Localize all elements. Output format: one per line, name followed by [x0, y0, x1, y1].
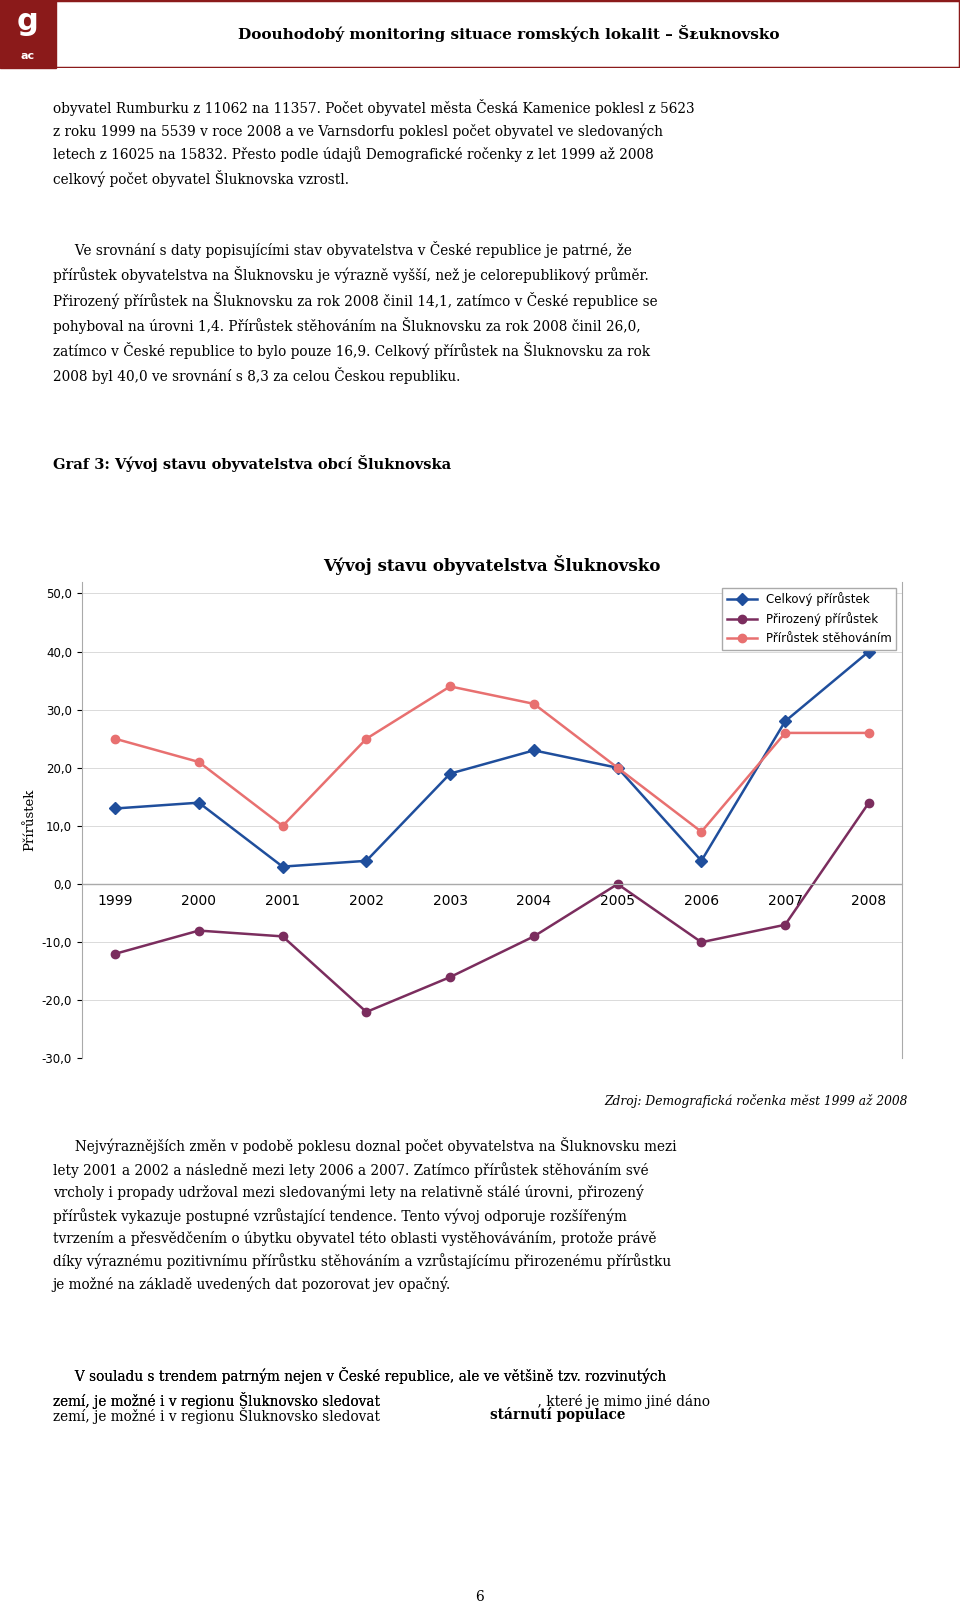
Přirozený přírůstek [109, 944, 121, 963]
Přirozený přírůstek [361, 1002, 372, 1021]
Celkový přírůstek [109, 798, 121, 818]
Celkový přírůstek [528, 740, 540, 760]
Text: Nejvýraznějších změn v podobě poklesu doznal počet obyvatelstva na Šluknovsku me: Nejvýraznějších změn v podobě poklesu do… [53, 1138, 677, 1291]
Celkový přírůstek [863, 642, 875, 661]
Přirozený přírůstek [696, 932, 708, 952]
Přirozený přírůstek [444, 968, 456, 987]
Celkový přírůstek [780, 711, 791, 730]
Legend: Celkový přírůstek, Přirozený přírůstek, Přírůstek stěhováním: Celkový přírůstek, Přirozený přírůstek, … [722, 588, 897, 650]
Title: Vývoj stavu obyvatelstva Šluknovsko: Vývoj stavu obyvatelstva Šluknovsko [324, 554, 660, 575]
Text: obyvatel Rumburku z 11062 na 11357. Počet obyvatel města Česká Kamenice poklesl : obyvatel Rumburku z 11062 na 11357. Poče… [53, 99, 694, 187]
Text: 6: 6 [475, 1590, 485, 1603]
Text: Ve srovnání s daty popisujícími stav obyvatelstva v České republice je patrné, ž: Ve srovnání s daty popisujícími stav oby… [53, 241, 658, 385]
Přirozený přírůstek [863, 793, 875, 813]
Přirozený přírůstek [612, 874, 623, 894]
Text: stárnutí populace: stárnutí populace [490, 1408, 625, 1422]
Celkový přírůstek [193, 793, 204, 813]
Text: zemí, je možné i v regionu Šluknovsko sledovat: zemí, je možné i v regionu Šluknovsko sl… [53, 1408, 384, 1424]
Přirozený přírůstek [193, 921, 204, 941]
Přírůstek stěhováním [109, 729, 121, 748]
Přírůstek stěhováním [361, 729, 372, 748]
Přírůstek stěhováním [612, 758, 623, 777]
Přirozený přírůstek [528, 926, 540, 945]
Přírůstek stěhováním [528, 695, 540, 714]
Přírůstek stěhováním [444, 677, 456, 696]
Přírůstek stěhováním [780, 724, 791, 743]
Bar [0, 0, 56, 68]
Text: g: g [17, 6, 38, 36]
Celkový přírůstek [276, 856, 288, 876]
Text: Graf 3: Vývoj stavu obyvatelstva obcí Šluknovska: Graf 3: Vývoj stavu obyvatelstva obcí Šl… [53, 456, 451, 472]
Text: V souladu s trendem patrným nejen v České republice, ale ve většině tzv. rozvinu: V souladu s trendem patrným nejen v Česk… [53, 1367, 666, 1409]
Přírůstek stěhováním [193, 753, 204, 772]
Text: Dᴏouhodobý monitoring situace romských lokalit – Šᴌuknovsko: Dᴏouhodobý monitoring situace romských l… [238, 26, 780, 42]
Line: Přirozený přírůstek: Přirozený přírůstek [111, 798, 873, 1016]
Celkový přírůstek [444, 764, 456, 784]
Text: ac: ac [21, 50, 35, 61]
Přirozený přírůstek [276, 926, 288, 945]
Line: Celkový přírůstek: Celkový přírůstek [111, 648, 873, 871]
Přírůstek stěhováním [696, 823, 708, 842]
Y-axis label: Přírůstek: Přírůstek [23, 789, 36, 852]
Celkový přírůstek [612, 758, 623, 777]
Text: Zdroj: Demografická ročenka měst 1999 až 2008: Zdroj: Demografická ročenka měst 1999 až… [604, 1094, 907, 1109]
Přirozený přírůstek [780, 915, 791, 934]
Celkový přírůstek [361, 852, 372, 871]
Přírůstek stěhováním [276, 816, 288, 835]
Přírůstek stěhováním [863, 724, 875, 743]
Line: Přírůstek stěhováním: Přírůstek stěhováním [111, 682, 873, 835]
Celkový přírůstek [696, 852, 708, 871]
Text: V souladu s trendem patrným nejen v České republice, ale ve většině tzv. rozvinu: V souladu s trendem patrným nejen v Česk… [53, 1367, 709, 1409]
